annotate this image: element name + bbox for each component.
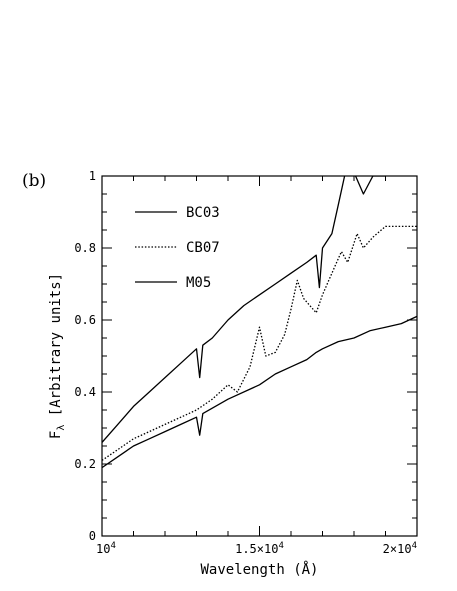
series-line-cb07 bbox=[102, 225, 417, 461]
y-axis-label: Fλ [Arbitrary units] bbox=[48, 273, 67, 439]
panel-label: (b) bbox=[22, 171, 46, 191]
legend-label-bc03: BC03 bbox=[186, 205, 220, 221]
legend-label-cb07: CB07 bbox=[186, 240, 220, 256]
plot-frame bbox=[101, 175, 418, 537]
y-tick-label: 0 bbox=[89, 529, 96, 543]
y-tick-label: 0.6 bbox=[74, 313, 96, 327]
x-tick-label: 1.5×104 bbox=[235, 541, 284, 556]
x-tick-label: 2×104 bbox=[383, 541, 417, 556]
y-tick-label: 1 bbox=[89, 169, 96, 183]
series-layer bbox=[102, 176, 417, 469]
x-tick-label: 104 bbox=[96, 541, 116, 556]
series-line-bc03 bbox=[102, 176, 389, 443]
x-axis-label: Wavelength (Å) bbox=[200, 561, 318, 578]
legend: BC03 CB07 M05 bbox=[135, 205, 220, 291]
y-tick-label: 0.4 bbox=[74, 385, 96, 399]
series-line-m05 bbox=[102, 315, 417, 469]
y-tick-label: 0.8 bbox=[74, 241, 96, 255]
legend-label-m05: M05 bbox=[186, 275, 211, 291]
y-tick-label: 0.2 bbox=[74, 457, 96, 471]
ticks-layer: 0 0.2 0.4 0.6 0.8 1 104 1.5×104 2×104 bbox=[74, 169, 418, 556]
